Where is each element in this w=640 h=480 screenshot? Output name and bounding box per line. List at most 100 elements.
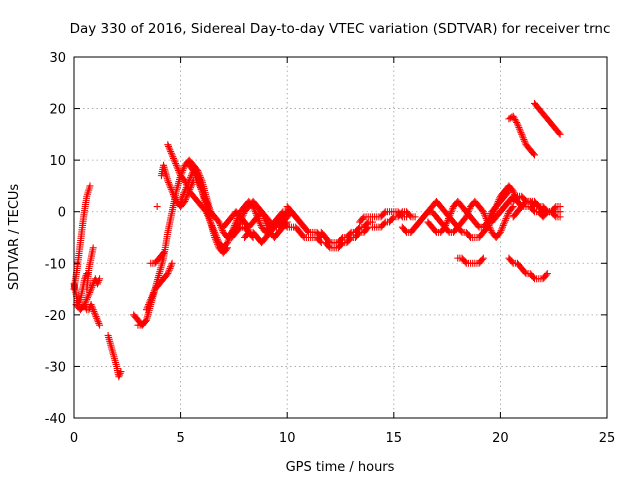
data-point: [144, 302, 152, 310]
data-point: [180, 175, 188, 183]
data-point: [164, 141, 172, 149]
data-point: [542, 206, 550, 214]
y-tick-label: -30: [45, 360, 66, 375]
data-point: [145, 299, 153, 307]
data-point: [168, 151, 176, 159]
data-point: [175, 168, 183, 176]
data-point: [500, 220, 508, 228]
data-point: [115, 371, 123, 379]
data-point: [165, 178, 173, 186]
data-point: [498, 225, 506, 233]
data-point: [201, 194, 209, 202]
data-point: [146, 297, 154, 305]
data-point: [486, 223, 494, 231]
series-arc-ag: [505, 112, 539, 159]
data-point: [512, 194, 520, 202]
data-point: [251, 208, 259, 216]
data-point: [195, 180, 203, 188]
data-point: [214, 217, 222, 225]
data-point: [165, 144, 173, 152]
data-point: [200, 192, 208, 200]
data-point: [219, 227, 227, 235]
data-point: [84, 294, 92, 302]
data-point: [479, 254, 487, 262]
series-arc-k: [153, 203, 161, 211]
data-point: [445, 215, 453, 223]
data-point: [531, 151, 539, 159]
data-point: [182, 185, 190, 193]
series-arc-ab: [424, 187, 513, 236]
data-point: [165, 180, 173, 188]
data-point: [170, 192, 178, 200]
data-point: [86, 182, 94, 190]
data-point: [143, 304, 151, 312]
data-point: [173, 163, 181, 171]
data-point: [90, 307, 98, 315]
series-arc-r: [224, 197, 291, 241]
data-point: [325, 243, 333, 251]
data-point: [518, 130, 526, 138]
data-point: [461, 258, 469, 266]
data-point: [508, 258, 516, 266]
data-point: [170, 156, 178, 164]
data-point: [505, 187, 513, 195]
data-point: [496, 228, 504, 236]
data-point: [94, 278, 102, 286]
data-point: [474, 222, 482, 230]
data-point: [117, 368, 125, 376]
data-point: [556, 203, 564, 211]
x-tick-label: 15: [386, 431, 403, 446]
data-point: [480, 209, 488, 217]
data-point: [521, 137, 529, 145]
data-point: [542, 271, 550, 279]
data-point: [214, 235, 222, 243]
data-point: [174, 165, 182, 173]
data-point: [504, 199, 512, 207]
data-point: [529, 150, 537, 158]
data-point: [86, 287, 94, 295]
data-point: [483, 219, 491, 227]
data-point: [178, 194, 186, 202]
data-point: [516, 127, 524, 135]
series-arc-aa: [407, 197, 517, 241]
data-point: [211, 228, 219, 236]
data-point: [443, 218, 451, 226]
data-point: [196, 182, 204, 190]
data-point: [508, 186, 516, 194]
data-point: [185, 177, 193, 185]
data-point: [238, 213, 246, 221]
data-point: [93, 316, 101, 324]
data-point: [160, 249, 168, 257]
data-point: [91, 309, 99, 317]
data-point: [165, 268, 173, 276]
data-point: [169, 189, 177, 197]
x-tick-label: 0: [70, 431, 78, 446]
data-point: [258, 209, 266, 217]
data-point: [487, 209, 495, 217]
data-point: [147, 294, 155, 302]
data-point: [194, 178, 202, 186]
data-point: [166, 146, 174, 154]
data-point: [431, 227, 439, 235]
data-point: [199, 191, 207, 199]
x-tick-label: 5: [176, 431, 184, 446]
data-point: [239, 211, 247, 219]
data-point: [186, 175, 194, 183]
data-point: [263, 220, 271, 228]
data-point: [194, 177, 202, 185]
data-point: [517, 129, 525, 137]
data-point: [171, 158, 179, 166]
x-tick-label: 25: [599, 431, 616, 446]
data-point: [448, 206, 456, 214]
data-point: [495, 230, 503, 238]
data-point: [282, 222, 290, 230]
data-point: [84, 292, 92, 300]
y-tick-label: -40: [45, 412, 66, 427]
data-point: [199, 189, 207, 197]
data-point: [82, 297, 90, 305]
data-point: [529, 273, 537, 281]
data-point: [192, 173, 200, 181]
data-point: [169, 153, 177, 161]
data-point: [167, 148, 175, 156]
data-point: [478, 255, 486, 263]
